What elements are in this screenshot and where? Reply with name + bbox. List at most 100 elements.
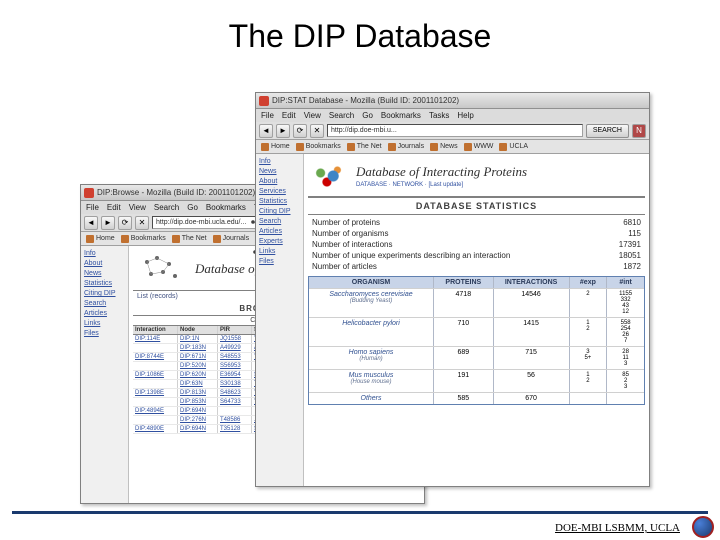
app-icon (84, 188, 94, 198)
nav-files[interactable]: Files (84, 330, 125, 337)
bookmark-bookmarks[interactable]: Bookmarks (121, 235, 166, 243)
stat-row: Number of proteins6810 (308, 217, 645, 228)
nav-citing[interactable]: Citing DIP (84, 290, 125, 297)
bookmark-www[interactable]: WWW (464, 143, 494, 151)
col-pir: PIR (218, 326, 252, 334)
menu-search[interactable]: Search (154, 203, 179, 212)
folder-icon (172, 235, 180, 243)
back-button[interactable]: ◄ (84, 216, 98, 230)
col-interaction: Interaction (133, 326, 178, 334)
search-button[interactable]: SEARCH (586, 124, 629, 138)
nav-search[interactable]: Search (259, 218, 300, 225)
nav-about[interactable]: About (259, 178, 300, 185)
nav-services[interactable]: Services (259, 188, 300, 195)
nav-files[interactable]: Files (259, 258, 300, 265)
stop-button[interactable]: ✕ (135, 216, 149, 230)
nav-citing[interactable]: Citing DIP (259, 208, 300, 215)
stat-row: Number of interactions17391 (308, 239, 645, 250)
page-body-stats: Database of Interacting Proteins DATABAS… (304, 154, 649, 486)
menu-file[interactable]: File (261, 111, 274, 120)
bookmark-home[interactable]: Home (261, 143, 290, 151)
stat-row: Number of unique experiments describing … (308, 250, 645, 261)
organism-table: ORGANISM PROTEINS INTERACTIONS #exp #int… (308, 276, 645, 405)
menu-bookmarks[interactable]: Bookmarks (381, 111, 421, 120)
menu-edit[interactable]: Edit (107, 203, 121, 212)
menu-edit[interactable]: Edit (282, 111, 296, 120)
col-exp: #exp (570, 277, 608, 288)
titlebar-stats: DIP:STAT Database - Mozilla (Build ID: 2… (256, 93, 649, 109)
url-input[interactable]: http://dip.doe-mbi.u... (327, 124, 583, 137)
table-row: Saccharomyces cerevisiae(Budding Yeast)4… (309, 288, 644, 317)
footer-divider (12, 511, 708, 514)
table-row: Homo sapiens(Human)68971535+28113 (309, 346, 644, 369)
col-interactions: INTERACTIONS (494, 277, 570, 288)
menu-go[interactable]: Go (187, 203, 198, 212)
nav-links[interactable]: Links (259, 248, 300, 255)
folder-icon (430, 143, 438, 151)
folder-icon (347, 143, 355, 151)
col-int: #int (607, 277, 644, 288)
table-row: Mus musculus(House mouse)19156128523 (309, 369, 644, 392)
update-line: DATABASE · NETWORK · [Last update] (356, 182, 645, 188)
section-db-stats: DATABASE STATISTICS (308, 197, 645, 215)
menu-help[interactable]: Help (457, 111, 473, 120)
reload-button[interactable]: ⟳ (293, 124, 307, 138)
dip-header-text: Database of Interacting Proteins (356, 164, 645, 180)
nav-search[interactable]: Search (84, 300, 125, 307)
folder-icon (261, 143, 269, 151)
back-button[interactable]: ◄ (259, 124, 273, 138)
folder-icon (213, 235, 221, 243)
nav-about[interactable]: About (84, 260, 125, 267)
nav-info[interactable]: Info (259, 158, 300, 165)
app-icon (259, 96, 269, 106)
reload-button[interactable]: ⟳ (118, 216, 132, 230)
nav-info[interactable]: Info (84, 250, 125, 257)
nav-statistics[interactable]: Statistics (259, 198, 300, 205)
page-content-stats: Info News About Services Statistics Citi… (256, 154, 649, 486)
menu-search[interactable]: Search (329, 111, 354, 120)
menu-view[interactable]: View (304, 111, 321, 120)
table-row: Helicobacter pylori710141512558254267 (309, 317, 644, 346)
forward-button[interactable]: ► (276, 124, 290, 138)
menu-view[interactable]: View (129, 203, 146, 212)
dip-logo-sketch (137, 252, 187, 286)
print-button[interactable]: N (632, 124, 646, 138)
bookmark-journals[interactable]: Journals (388, 143, 424, 151)
table-header: ORGANISM PROTEINS INTERACTIONS #exp #int (309, 277, 644, 288)
bookmark-net[interactable]: The Net (172, 235, 207, 243)
menu-bookmarks[interactable]: Bookmarks (206, 203, 246, 212)
bookmarkbar-stats: Home Bookmarks The Net Journals News WWW… (256, 140, 649, 154)
browser-window-stats: DIP:STAT Database - Mozilla (Build ID: 2… (255, 92, 650, 487)
bookmark-news[interactable]: News (430, 143, 458, 151)
stat-row: Number of articles1872 (308, 261, 645, 272)
sidenav-stats: Info News About Services Statistics Citi… (256, 154, 304, 486)
folder-icon (121, 235, 129, 243)
nav-experts[interactable]: Experts (259, 238, 300, 245)
folder-icon (464, 143, 472, 151)
footer-text: DOE-MBI LSBMM, UCLA (555, 522, 680, 534)
nav-news[interactable]: News (259, 168, 300, 175)
menubar-stats[interactable]: File Edit View Search Go Bookmarks Tasks… (256, 109, 649, 122)
bookmark-ucla[interactable]: UCLA (499, 143, 528, 151)
menu-file[interactable]: File (86, 203, 99, 212)
nav-articles[interactable]: Articles (259, 228, 300, 235)
stop-button[interactable]: ✕ (310, 124, 324, 138)
folder-icon (388, 143, 396, 151)
nav-links[interactable]: Links (84, 320, 125, 327)
nav-news[interactable]: News (84, 270, 125, 277)
bookmark-bookmarks[interactable]: Bookmarks (296, 143, 341, 151)
table-row: Others585670 (309, 392, 644, 404)
menu-tasks[interactable]: Tasks (429, 111, 449, 120)
folder-icon (86, 235, 94, 243)
menu-go[interactable]: Go (362, 111, 373, 120)
folder-icon (499, 143, 507, 151)
nav-articles[interactable]: Articles (84, 310, 125, 317)
nav-stats[interactable]: Statistics (84, 280, 125, 287)
window-title-stats: DIP:STAT Database - Mozilla (Build ID: 2… (272, 96, 646, 105)
forward-button[interactable]: ► (101, 216, 115, 230)
bookmark-home[interactable]: Home (86, 235, 115, 243)
toolbar-stats: ◄ ► ⟳ ✕ http://dip.doe-mbi.u... SEARCH N (256, 122, 649, 140)
bookmark-net[interactable]: The Net (347, 143, 382, 151)
footer-logo-icon (692, 516, 714, 538)
sidenav-browse: Info About News Statistics Citing DIP Se… (81, 246, 129, 503)
